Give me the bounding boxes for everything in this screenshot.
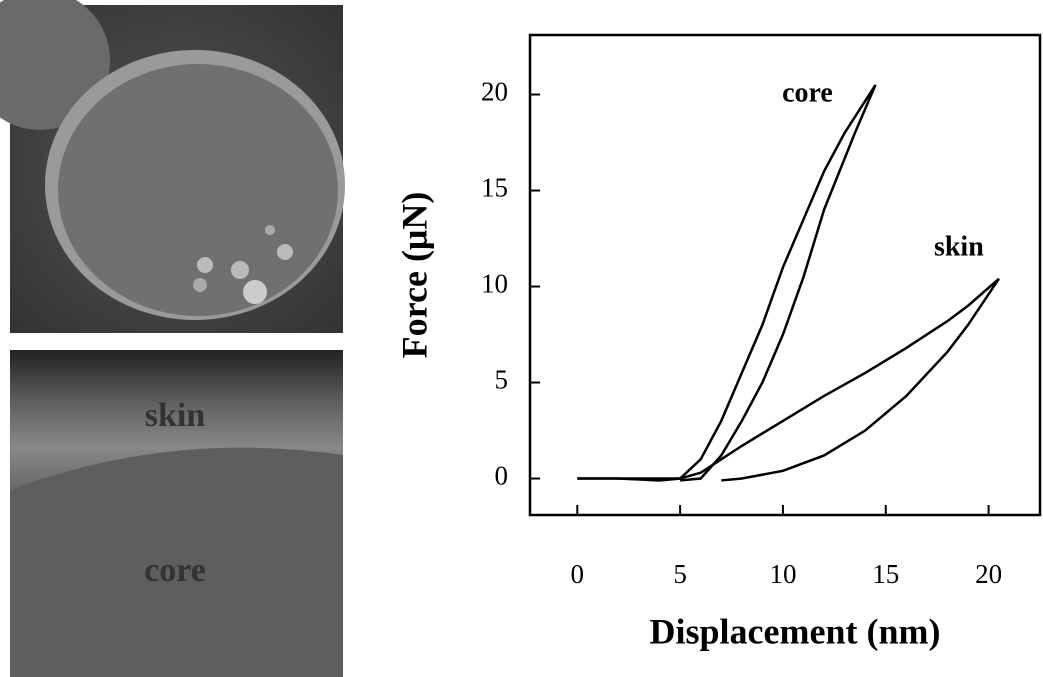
micrograph-bottom: skin core bbox=[10, 350, 343, 677]
x-axis-label: Displacement (nm) bbox=[650, 611, 941, 651]
y-tick-label: 5 bbox=[495, 365, 509, 395]
x-tick-label: 10 bbox=[769, 559, 796, 589]
micrograph-top bbox=[0, 0, 345, 333]
y-tick-label: 15 bbox=[481, 173, 508, 203]
series-line bbox=[577, 277, 1000, 482]
y-tick-label: 10 bbox=[481, 269, 508, 299]
x-tick-label: 15 bbox=[872, 559, 899, 589]
x-tick-label: 0 bbox=[571, 559, 585, 589]
y-axis-label: Force (μN) bbox=[394, 192, 434, 359]
series-line bbox=[577, 84, 877, 482]
skin-label: skin bbox=[145, 397, 206, 434]
series-label: skin bbox=[934, 231, 984, 262]
core-label: core bbox=[144, 552, 206, 589]
y-tick-label: 20 bbox=[481, 77, 508, 107]
plot-frame bbox=[528, 33, 1042, 517]
x-tick-label: 5 bbox=[673, 559, 687, 589]
x-tick-label: 20 bbox=[975, 559, 1002, 589]
series-label: core bbox=[782, 77, 833, 108]
y-tick-label: 0 bbox=[495, 461, 509, 491]
